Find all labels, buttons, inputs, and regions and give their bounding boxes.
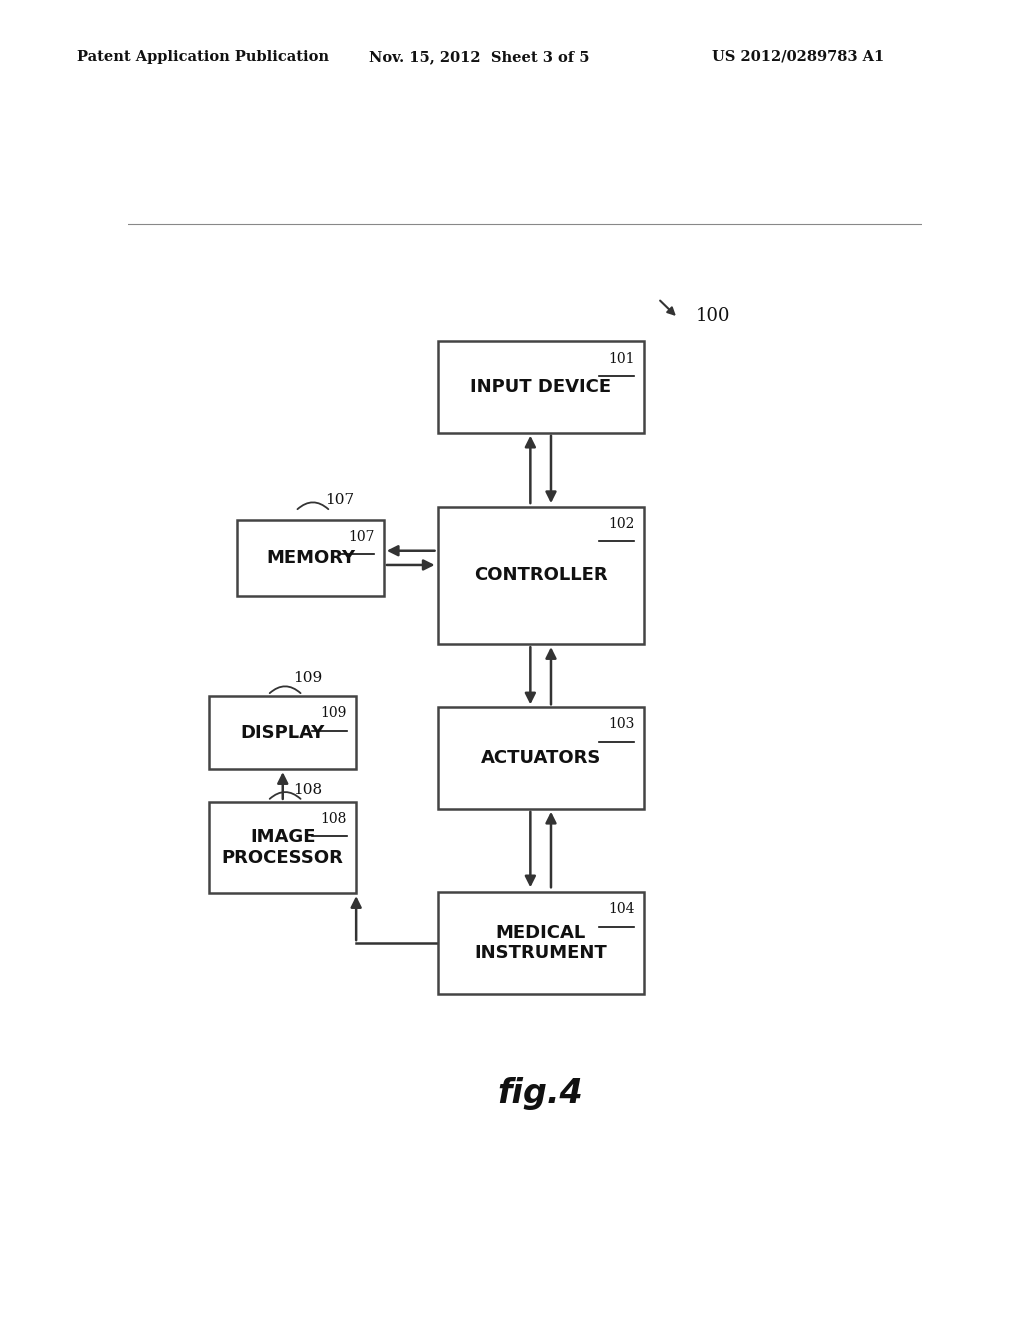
Text: 100: 100 (695, 308, 730, 325)
FancyBboxPatch shape (238, 520, 384, 595)
Text: 108: 108 (321, 812, 347, 826)
Text: CONTROLLER: CONTROLLER (474, 566, 607, 585)
FancyBboxPatch shape (209, 801, 356, 894)
Text: 101: 101 (608, 351, 634, 366)
FancyBboxPatch shape (437, 507, 644, 644)
Text: 109: 109 (293, 671, 323, 685)
FancyBboxPatch shape (437, 892, 644, 994)
Text: 107: 107 (348, 529, 375, 544)
Text: IMAGE
PROCESSOR: IMAGE PROCESSOR (222, 828, 344, 867)
Text: 103: 103 (608, 718, 634, 731)
FancyBboxPatch shape (437, 708, 644, 809)
Text: US 2012/0289783 A1: US 2012/0289783 A1 (712, 50, 884, 63)
Text: 109: 109 (321, 706, 347, 721)
Text: 104: 104 (608, 903, 634, 916)
Text: Nov. 15, 2012  Sheet 3 of 5: Nov. 15, 2012 Sheet 3 of 5 (369, 50, 589, 63)
Text: MEMORY: MEMORY (266, 549, 355, 566)
Text: 108: 108 (293, 783, 323, 797)
Text: ACTUATORS: ACTUATORS (480, 748, 601, 767)
Text: MEDICAL
INSTRUMENT: MEDICAL INSTRUMENT (474, 924, 607, 962)
Text: 107: 107 (325, 492, 354, 507)
Text: 102: 102 (608, 516, 634, 531)
FancyBboxPatch shape (209, 696, 356, 770)
Text: INPUT DEVICE: INPUT DEVICE (470, 378, 611, 396)
FancyBboxPatch shape (437, 342, 644, 433)
Text: fig.4: fig.4 (498, 1077, 584, 1110)
Text: DISPLAY: DISPLAY (241, 723, 325, 742)
Text: Patent Application Publication: Patent Application Publication (77, 50, 329, 63)
